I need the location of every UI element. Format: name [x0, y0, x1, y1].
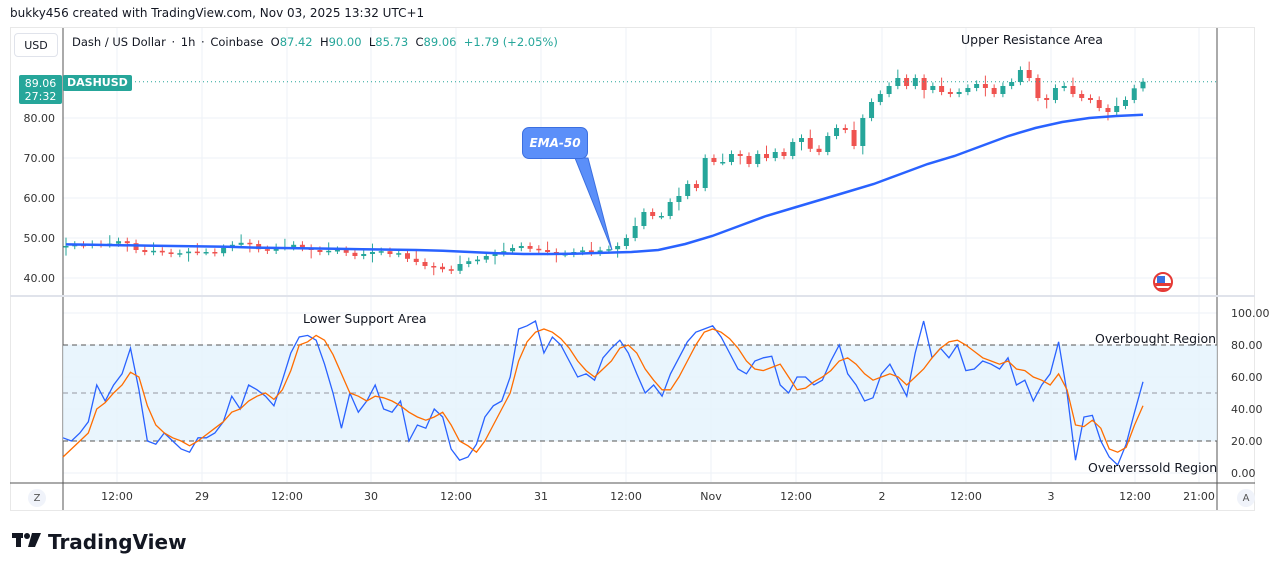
us-flag-event-icon[interactable]	[1153, 272, 1173, 292]
svg-text:70.00: 70.00	[24, 152, 56, 165]
svg-text:12:00: 12:00	[440, 490, 472, 503]
high-value: 90.00	[328, 35, 362, 49]
svg-text:100.00: 100.00	[1231, 307, 1270, 320]
bar-countdown: 27:32	[24, 90, 57, 103]
overbought-label[interactable]: Overbought Region	[1095, 331, 1217, 346]
tradingview-logo: TradingView	[12, 530, 187, 554]
svg-text:12:00: 12:00	[101, 490, 133, 503]
svg-text:50.00: 50.00	[24, 232, 56, 245]
interval[interactable]: 1h	[180, 35, 196, 49]
svg-text:3: 3	[1048, 490, 1055, 503]
svg-text:60.00: 60.00	[1231, 371, 1263, 384]
svg-text:29: 29	[195, 490, 209, 503]
svg-text:31: 31	[534, 490, 548, 503]
lower-support-label[interactable]: Lower Support Area	[303, 311, 427, 326]
svg-text:12:00: 12:00	[780, 490, 812, 503]
last-price-tag: 89.06 27:32	[19, 75, 62, 104]
svg-text:0.00: 0.00	[1231, 467, 1256, 480]
symbol-tag: DASHUSD	[63, 75, 132, 91]
svg-text:12:00: 12:00	[1119, 490, 1151, 503]
ema-callout[interactable]: EMA-50	[522, 127, 588, 159]
symbol-description: Dash / US Dollar	[72, 35, 166, 49]
svg-text:12:00: 12:00	[950, 490, 982, 503]
close-value: 89.06	[423, 35, 457, 49]
svg-text:60.00: 60.00	[24, 192, 56, 205]
svg-text:20.00: 20.00	[1231, 435, 1263, 448]
svg-text:12:00: 12:00	[610, 490, 642, 503]
svg-text:40.00: 40.00	[1231, 403, 1263, 416]
svg-text:80.00: 80.00	[1231, 339, 1263, 352]
svg-text:12:00: 12:00	[271, 490, 303, 503]
currency-button[interactable]: USD	[14, 33, 58, 57]
symbol-legend: Dash / US Dollar · 1h · Coinbase O87.42 …	[72, 35, 558, 49]
open-value: 87.42	[279, 35, 313, 49]
svg-text:30: 30	[364, 490, 378, 503]
auto-scale-button[interactable]: A	[1237, 489, 1255, 507]
change-value: +1.79 (+2.05%)	[463, 35, 558, 49]
svg-text:40.00: 40.00	[24, 272, 56, 285]
oversold-label[interactable]: Oververssold Region	[1088, 460, 1218, 475]
tv-logo-icon	[12, 530, 42, 554]
svg-text:80.00: 80.00	[24, 112, 56, 125]
tv-logo-text: TradingView	[48, 530, 187, 554]
upper-resistance-label[interactable]: Upper Resistance Area	[961, 32, 1103, 47]
zoom-reset-button[interactable]: Z	[28, 489, 46, 507]
svg-text:Nov: Nov	[700, 490, 722, 503]
last-price: 89.06	[24, 77, 57, 90]
svg-text:2: 2	[879, 490, 886, 503]
chart-credit: bukky456 created with TradingView.com, N…	[10, 6, 425, 20]
exchange: Coinbase	[210, 35, 264, 49]
svg-text:21:00: 21:00	[1183, 490, 1215, 503]
chart-frame	[10, 27, 1255, 511]
low-value: 85.73	[375, 35, 409, 49]
